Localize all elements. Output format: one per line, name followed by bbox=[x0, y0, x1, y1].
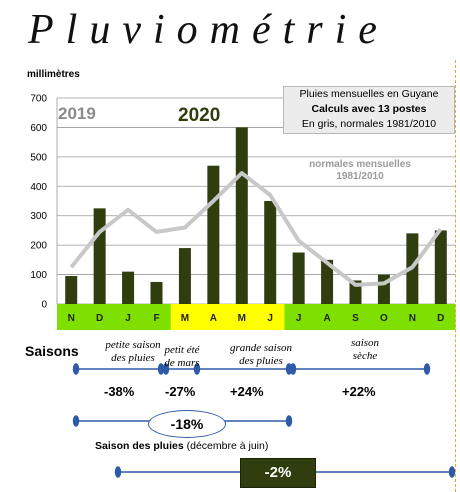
season-name-line: sèche bbox=[352, 350, 378, 362]
y-tick-label: 700 bbox=[30, 94, 47, 105]
season-pct-petit-ete: -27% bbox=[165, 384, 196, 399]
month-label: O bbox=[380, 313, 388, 324]
month-label: M bbox=[238, 313, 246, 324]
rainfall-bar bbox=[434, 230, 447, 304]
month-label: J bbox=[125, 313, 131, 324]
legend-line-1: Pluies mensuelles en Guyane bbox=[299, 88, 439, 100]
normal-line bbox=[69, 171, 443, 287]
season-pct-seche: +22% bbox=[342, 384, 376, 399]
normals-label-2: 1981/2010 bbox=[336, 171, 384, 182]
legend-line-2: Calculs avec 13 postes bbox=[311, 103, 427, 115]
month-band-cell bbox=[170, 304, 200, 330]
season-name-line: petite saison bbox=[105, 339, 161, 351]
month-band-cell bbox=[256, 304, 285, 330]
season-name-line: grande saison bbox=[229, 342, 293, 354]
y-tick-label: 500 bbox=[30, 152, 47, 163]
month-band-cell bbox=[142, 304, 172, 330]
y-tick-label: 200 bbox=[30, 241, 47, 252]
month-label: M bbox=[181, 313, 189, 324]
season-name-line: des pluies bbox=[239, 355, 283, 367]
season-name-line: petit été bbox=[164, 344, 200, 356]
rainfall-bar bbox=[321, 259, 334, 304]
season-pct-grande-saison: +24% bbox=[230, 384, 264, 399]
season-name-line: des pluies bbox=[111, 352, 155, 364]
season-name-line: saison bbox=[350, 337, 380, 349]
month-band-cell bbox=[312, 304, 342, 330]
month-band-cell bbox=[199, 304, 229, 330]
year-2020-label: 2020 bbox=[178, 105, 220, 126]
rainfall-bar bbox=[150, 281, 163, 304]
rainy-season-caption: Saison des pluies (décembre à juin) bbox=[95, 440, 268, 452]
normals-label-1: normales mensuelles bbox=[309, 159, 411, 170]
rainfall-bar bbox=[93, 208, 106, 304]
season-pct-petite-saison: -38% bbox=[104, 384, 135, 399]
season-seche: saison sèche bbox=[335, 337, 395, 363]
month-band bbox=[57, 304, 456, 330]
month-label: F bbox=[153, 313, 159, 324]
rainy-season-label: Saison des pluies bbox=[95, 440, 184, 452]
seasons-label: Saisons bbox=[25, 343, 79, 359]
month-label: J bbox=[267, 313, 273, 324]
rainy-season-note: (décembre à juin) bbox=[186, 440, 269, 452]
y-axis-unit-label: millimètres bbox=[27, 69, 80, 80]
season-arrows bbox=[72, 363, 456, 478]
month-label: N bbox=[68, 313, 75, 324]
year-2019-label: 2019 bbox=[58, 104, 96, 123]
month-label: A bbox=[323, 313, 330, 324]
y-axis-ticks: 0 100 200 300 400 500 600 700 bbox=[30, 94, 47, 311]
legend-line-3: En gris, normales 1981/2010 bbox=[301, 118, 437, 130]
rainy-season-pct-box: -2% bbox=[240, 458, 316, 488]
y-tick-label: 100 bbox=[30, 270, 47, 281]
season-petite-saison: petite saison des pluies bbox=[88, 339, 178, 365]
month-label: J bbox=[296, 313, 302, 324]
edge-dashed-line bbox=[455, 60, 456, 492]
month-band-cell bbox=[398, 304, 428, 330]
month-label: N bbox=[409, 313, 416, 324]
rainfall-bar bbox=[178, 248, 191, 304]
month-band-cell bbox=[85, 304, 115, 330]
month-label: D bbox=[437, 313, 444, 324]
season-petit-ete: petit été de mars bbox=[152, 344, 212, 370]
y-tick-label: 600 bbox=[30, 123, 47, 134]
month-band-cell bbox=[57, 304, 86, 330]
month-band-cell bbox=[284, 304, 314, 330]
month-band-cell bbox=[426, 304, 456, 330]
rainfall-bar bbox=[264, 201, 277, 304]
month-label: S bbox=[352, 313, 359, 324]
month-band-cell bbox=[369, 304, 399, 330]
y-tick-label: 400 bbox=[30, 182, 47, 193]
month-label: A bbox=[210, 313, 217, 324]
rainfall-bar bbox=[235, 127, 248, 304]
y-tick-label: 300 bbox=[30, 211, 47, 222]
season-name-line: de mars bbox=[164, 357, 200, 369]
combined-pct-oval: -18% bbox=[148, 410, 226, 438]
chart-legend-box: Pluies mensuelles en Guyane Calculs avec… bbox=[283, 86, 455, 134]
month-band-cell bbox=[341, 304, 371, 330]
rainfall-bar bbox=[207, 165, 220, 304]
y-tick-label: 0 bbox=[41, 300, 47, 311]
rainfall-bar bbox=[65, 276, 78, 304]
page-title: Pluviométrie bbox=[28, 7, 389, 53]
rainfall-bar bbox=[122, 271, 135, 304]
season-grande-saison: grande saison des pluies bbox=[216, 342, 306, 368]
month-band-cell bbox=[113, 304, 143, 330]
month-band-cell bbox=[227, 304, 257, 330]
rainfall-bar bbox=[292, 252, 305, 304]
month-label: D bbox=[96, 313, 103, 324]
